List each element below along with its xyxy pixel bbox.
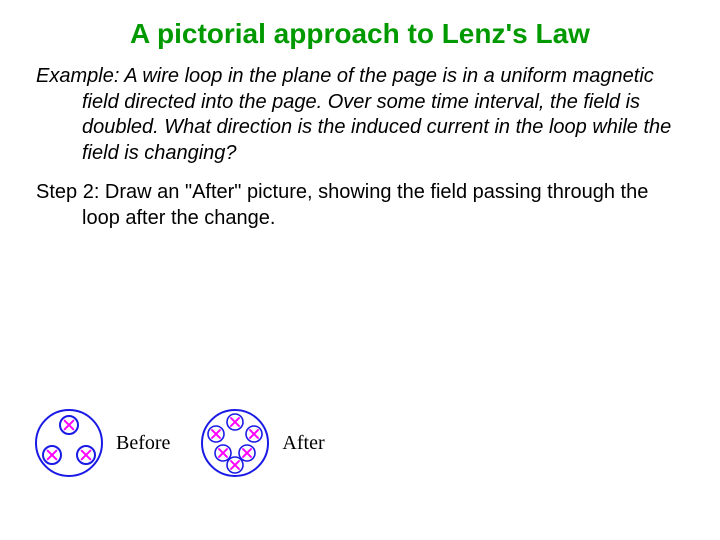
slide: A pictorial approach to Lenz's Law Examp… — [0, 0, 720, 540]
example-text: A wire loop in the plane of the page is … — [82, 65, 671, 164]
after-label: After — [282, 432, 324, 455]
after-diagram — [198, 406, 272, 480]
figure-after: After — [198, 406, 324, 480]
before-label: Before — [116, 432, 170, 455]
figures-row: Before After — [32, 406, 353, 480]
figure-before: Before — [32, 406, 170, 480]
step-paragraph: Step 2: Draw an "After" picture, showing… — [36, 180, 684, 231]
example-paragraph: Example: A wire loop in the plane of the… — [36, 64, 684, 166]
body-text: Example: A wire loop in the plane of the… — [36, 64, 684, 232]
slide-title: A pictorial approach to Lenz's Law — [36, 18, 684, 50]
before-diagram — [32, 406, 106, 480]
example-lead: Example: — [36, 65, 119, 87]
